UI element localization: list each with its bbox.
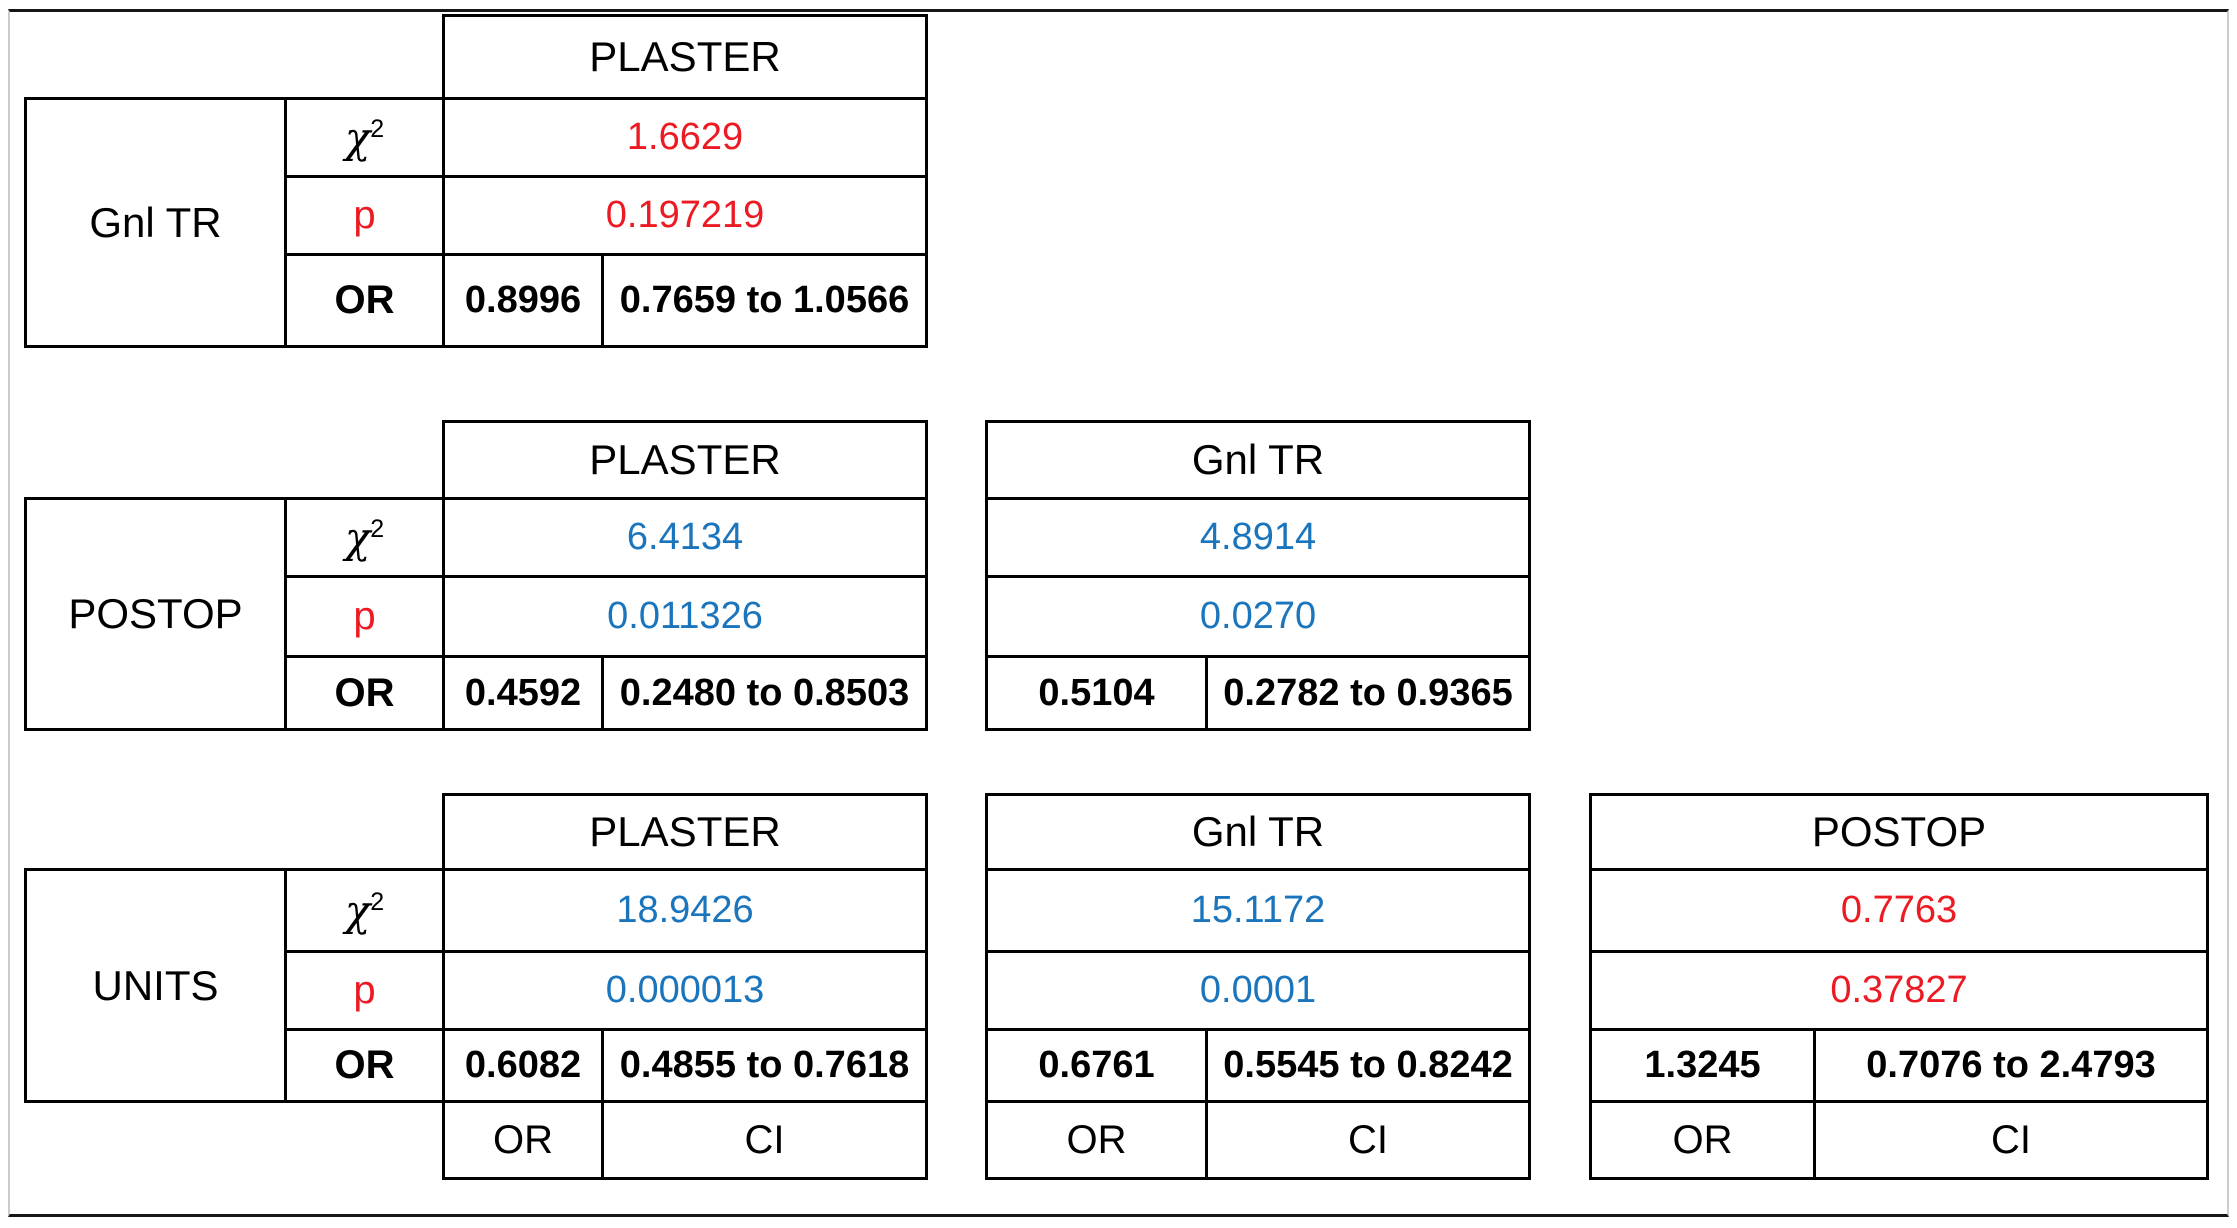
row-label-text: Gnl TR — [89, 198, 222, 246]
chi2-value: 4.8914 — [1199, 516, 1317, 558]
g3-t2-p-value-cell: 0.0001 — [985, 950, 1531, 1031]
g1-t1-ci-cell: 0.7659 to 1.0566 — [601, 253, 928, 348]
g3-t3-header-postop: POSTOP — [1589, 793, 2209, 871]
g2-t2-ci-cell: 0.2782 to 0.9365 — [1205, 655, 1531, 731]
g2-t1-or-value-cell: 0.4592 — [442, 655, 604, 731]
header-text: Gnl TR — [1191, 436, 1325, 483]
g3-t1-chi2-value-cell: 18.9426 — [442, 868, 928, 953]
g2-t2-or-value-cell: 0.5104 — [985, 655, 1208, 731]
row-label-text: POSTOP — [68, 590, 243, 637]
header-text: PLASTER — [589, 33, 781, 80]
g3-t3-p-value-cell: 0.37827 — [1589, 950, 2209, 1031]
or-label-text: OR — [334, 1043, 395, 1087]
g2-row-label-postop: POSTOP — [24, 497, 287, 731]
g3-t1-footer-or-cell: OR — [442, 1100, 604, 1180]
g3-t3-or-value-cell: 1.3245 — [1589, 1028, 1816, 1103]
g2-chi2-label-cell: χ2 — [284, 497, 445, 578]
g2-t1-ci-cell: 0.2480 to 0.8503 — [601, 655, 928, 731]
g3-p-label-cell: p — [284, 950, 445, 1031]
g3-t3-ci-cell: 0.7076 to 2.4793 — [1813, 1028, 2209, 1103]
ci-value: 0.2480 to 0.8503 — [619, 671, 910, 714]
or-value: 0.5104 — [1038, 671, 1155, 714]
or-value: 0.4592 — [464, 671, 582, 714]
g3-t2-or-value-cell: 0.6761 — [985, 1028, 1208, 1103]
g3-t1-p-value-cell: 0.000013 — [442, 950, 928, 1031]
p-label-text: p — [353, 594, 376, 638]
p-label-text: p — [353, 193, 376, 237]
or-value: 0.8996 — [464, 279, 582, 321]
chi2-symbol: χ2 — [344, 113, 385, 162]
g2-t2-p-value-cell: 0.0270 — [985, 575, 1531, 658]
g2-t1-chi2-value-cell: 6.4134 — [442, 497, 928, 578]
g1-t1-chi2-value-cell: 1.6629 — [442, 97, 928, 178]
g1-chi2-label-cell: χ2 — [284, 97, 445, 178]
header-text: Gnl TR — [1191, 808, 1325, 855]
row-label-text: UNITS — [92, 961, 219, 1009]
figure-frame — [8, 9, 2229, 1217]
ci-value: 0.5545 to 0.8242 — [1223, 1044, 1513, 1086]
g1-or-label-cell: OR — [284, 253, 445, 348]
p-value: 0.197219 — [605, 194, 765, 236]
or-value: 0.6082 — [464, 1044, 582, 1086]
g3-row-label-units: UNITS — [24, 868, 287, 1103]
chi2-value: 15.1172 — [1190, 889, 1326, 931]
g3-t3-chi2-value-cell: 0.7763 — [1589, 868, 2209, 953]
p-value: 0.0270 — [1199, 595, 1317, 637]
footer-or-label: OR — [493, 1117, 553, 1162]
g3-t3-footer-ci-cell: CI — [1813, 1100, 2209, 1180]
g3-t1-or-value-cell: 0.6082 — [442, 1028, 604, 1103]
ci-value: 0.4855 to 0.7618 — [619, 1044, 910, 1086]
p-value: 0.011326 — [607, 595, 763, 637]
g1-p-label-cell: p — [284, 175, 445, 256]
g2-p-label-cell: p — [284, 575, 445, 658]
header-text: POSTOP — [1811, 808, 1987, 855]
g3-or-label-cell: OR — [284, 1028, 445, 1103]
g2-t1-p-value-cell: 0.011326 — [442, 575, 928, 658]
chi2-value: 1.6629 — [626, 116, 744, 158]
g3-t2-header-gnltr: Gnl TR — [985, 793, 1531, 871]
chi2-symbol: χ2 — [344, 513, 385, 562]
or-value: 0.6761 — [1038, 1044, 1155, 1086]
chi2-value: 0.7763 — [1840, 889, 1958, 931]
footer-ci-label: CI — [1991, 1117, 2031, 1162]
p-value: 0.000013 — [605, 969, 765, 1011]
chi2-value: 18.9426 — [616, 889, 754, 931]
footer-ci-label: CI — [1348, 1117, 1388, 1162]
g3-t2-chi2-value-cell: 15.1172 — [985, 868, 1531, 953]
g1-t1-header-plaster: PLASTER — [442, 14, 928, 100]
or-label-text: OR — [334, 278, 395, 322]
chi2-symbol: χ2 — [344, 886, 385, 935]
g2-t1-header-plaster: PLASTER — [442, 420, 928, 500]
p-value: 0.37827 — [1830, 969, 1968, 1011]
g1-t1-or-value-cell: 0.8996 — [442, 253, 604, 348]
g2-or-label-cell: OR — [284, 655, 445, 731]
g3-chi2-label-cell: χ2 — [284, 868, 445, 953]
or-label-text: OR — [334, 670, 395, 715]
footer-or-label: OR — [1672, 1117, 1733, 1162]
g3-t1-ci-cell: 0.4855 to 0.7618 — [601, 1028, 928, 1103]
ci-value: 0.7659 to 1.0566 — [619, 279, 910, 321]
or-value: 1.3245 — [1644, 1044, 1761, 1086]
g1-row-label-gnltr: Gnl TR — [24, 97, 287, 348]
header-text: PLASTER — [589, 436, 781, 483]
g3-t3-footer-or-cell: OR — [1589, 1100, 1816, 1180]
g2-t2-header-gnltr: Gnl TR — [985, 420, 1531, 500]
footer-ci-label: CI — [744, 1117, 785, 1162]
g1-t1-p-value-cell: 0.197219 — [442, 175, 928, 256]
p-value: 0.0001 — [1199, 969, 1317, 1011]
ci-value: 0.7076 to 2.4793 — [1866, 1044, 2156, 1086]
p-label-text: p — [353, 968, 376, 1012]
chi2-value: 6.4134 — [626, 516, 744, 558]
g3-t2-footer-ci-cell: CI — [1205, 1100, 1531, 1180]
g3-t2-footer-or-cell: OR — [985, 1100, 1208, 1180]
g2-t2-chi2-value-cell: 4.8914 — [985, 497, 1531, 578]
g3-t1-header-plaster: PLASTER — [442, 793, 928, 871]
g3-t2-ci-cell: 0.5545 to 0.8242 — [1205, 1028, 1531, 1103]
header-text: PLASTER — [589, 808, 781, 855]
ci-value: 0.2782 to 0.9365 — [1223, 671, 1513, 714]
footer-or-label: OR — [1066, 1117, 1127, 1162]
g3-t1-footer-ci-cell: CI — [601, 1100, 928, 1180]
